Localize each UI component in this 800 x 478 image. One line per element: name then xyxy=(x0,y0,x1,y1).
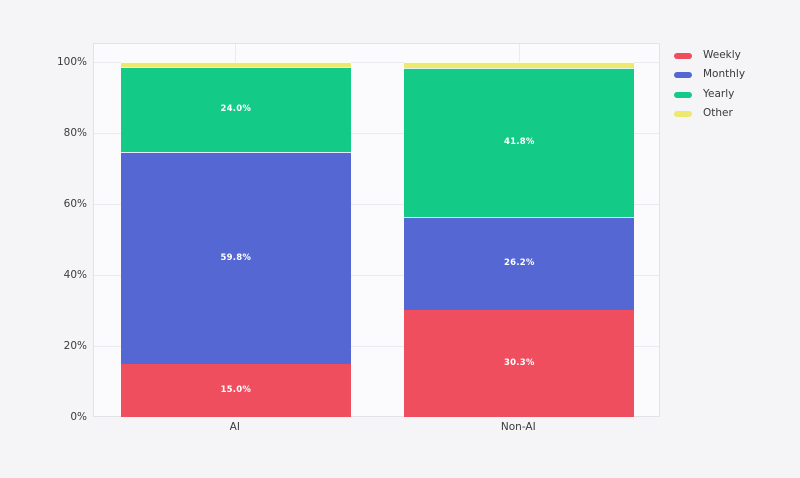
bar-segment-non-ai-other[interactable] xyxy=(404,62,635,69)
legend-swatch-icon xyxy=(674,110,692,117)
bar-segment-non-ai-monthly[interactable] xyxy=(404,216,635,310)
bar-segment-ai-yearly[interactable] xyxy=(120,66,351,152)
legend-label: Monthly xyxy=(703,68,746,81)
legend-label: Yearly xyxy=(703,87,735,100)
legend-swatch-icon xyxy=(674,72,692,79)
y-tick-label: 20% xyxy=(63,340,87,353)
horizontal-gridline xyxy=(94,346,659,348)
horizontal-gridline xyxy=(94,275,659,277)
legend-label: Weekly xyxy=(703,49,741,61)
y-tick-label: 100% xyxy=(56,56,87,69)
x-tick-label: Non-AI xyxy=(500,421,536,433)
y-tick-label: 0% xyxy=(70,411,87,423)
horizontal-gridline xyxy=(94,204,659,206)
horizontal-gridline xyxy=(94,133,659,135)
horizontal-gridline xyxy=(94,62,659,64)
legend-swatch-icon xyxy=(674,53,692,59)
bar-segment-ai-monthly[interactable] xyxy=(120,151,351,364)
legend-swatch-icon xyxy=(674,91,692,98)
y-tick-label: 80% xyxy=(63,127,87,140)
y-tick-label: 40% xyxy=(63,269,87,282)
bar-segment-ai-weekly[interactable] xyxy=(120,363,351,417)
plot-area: 15.0% 59.8% 24.0% 30.3% 26.2% 41.8% xyxy=(93,43,660,417)
bar-segment-non-ai-yearly[interactable] xyxy=(404,68,635,217)
x-tick-label: AI xyxy=(229,421,240,433)
legend-label: Other xyxy=(703,106,733,119)
y-tick-label: 60% xyxy=(63,198,87,211)
bar-segment-non-ai-weekly[interactable] xyxy=(404,309,635,417)
bar-segment-ai-other[interactable] xyxy=(120,62,351,67)
